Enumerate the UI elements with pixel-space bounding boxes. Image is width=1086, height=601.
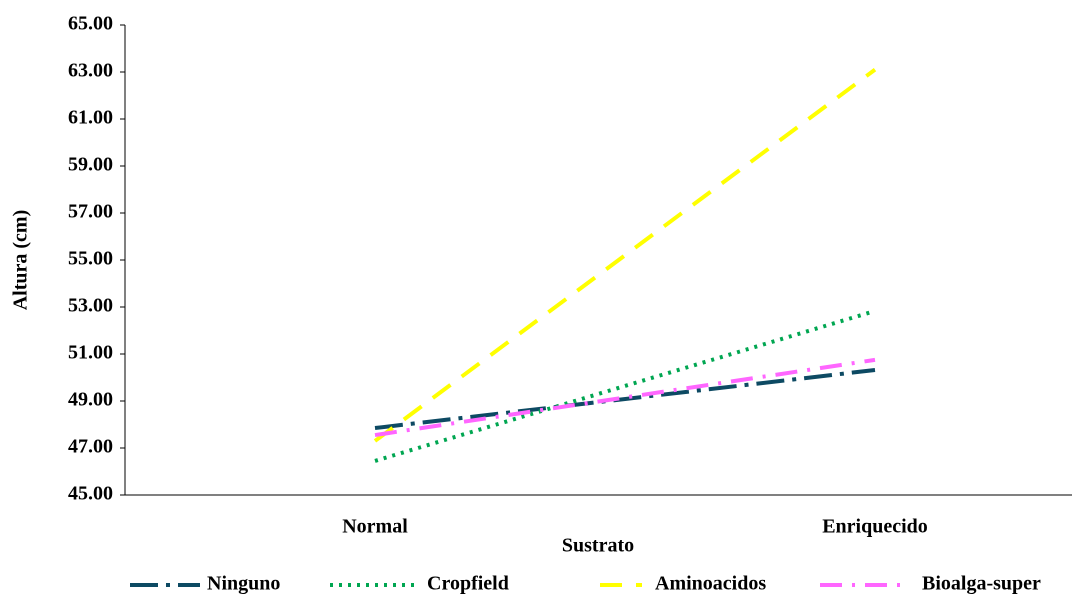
series-line bbox=[373, 68, 877, 443]
y-tick-label: 53.00 bbox=[68, 295, 113, 317]
y-axis-label: Altura (cm) bbox=[10, 210, 32, 311]
y-tick-label: 51.00 bbox=[68, 342, 113, 364]
y-tick-label: 61.00 bbox=[68, 107, 113, 129]
series-line bbox=[374, 309, 876, 463]
y-tick-label: 57.00 bbox=[68, 201, 113, 223]
y-tick-label: 49.00 bbox=[68, 389, 113, 411]
x-tick-label: Enriquecido bbox=[822, 516, 928, 538]
y-tick-label: 55.00 bbox=[68, 248, 113, 270]
y-tick-label: 59.00 bbox=[68, 154, 113, 176]
y-tick-label: 63.00 bbox=[68, 60, 113, 82]
y-tick-label: 45.00 bbox=[68, 483, 113, 505]
y-tick-label: 47.00 bbox=[68, 436, 113, 458]
series-line bbox=[374, 367, 876, 431]
legend-label: Cropfield bbox=[427, 573, 509, 595]
x-tick-label: Normal bbox=[342, 516, 408, 538]
y-tick-label: 65.00 bbox=[68, 13, 113, 35]
legend-label: Bioalga-super bbox=[922, 573, 1041, 595]
legend-label: Ninguno bbox=[207, 573, 280, 595]
series-line bbox=[374, 357, 876, 438]
x-axis-label: Sustrato bbox=[562, 535, 634, 557]
legend-label: Aminoacidos bbox=[655, 573, 766, 595]
